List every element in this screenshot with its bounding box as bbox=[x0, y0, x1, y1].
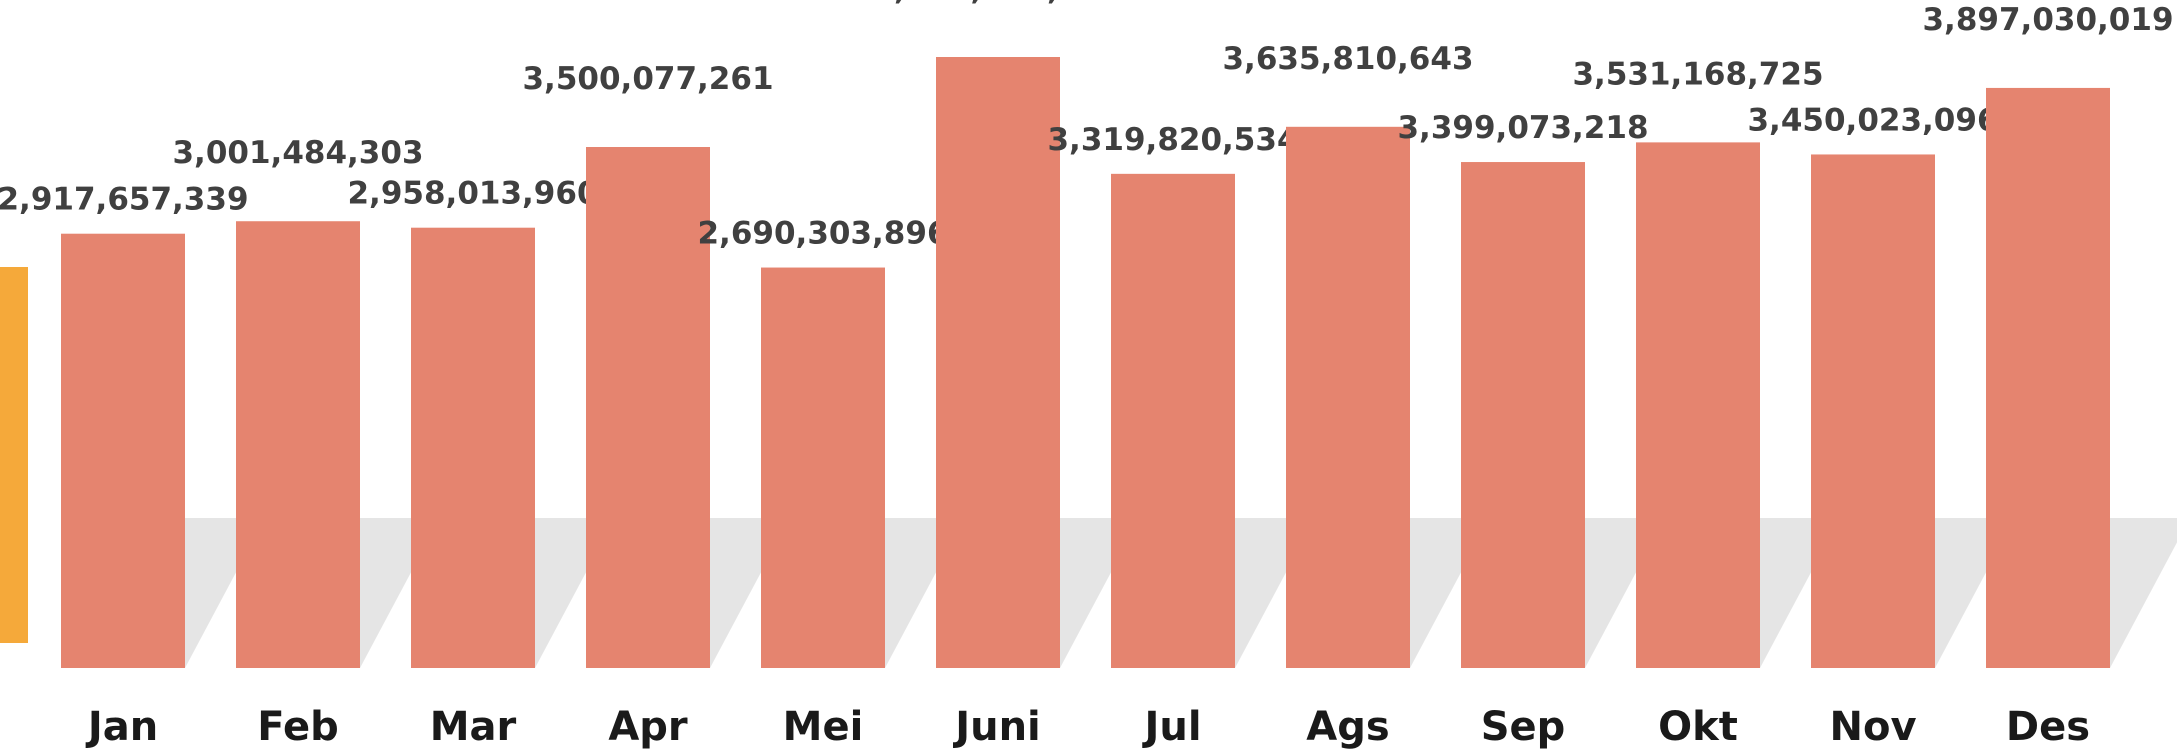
x-tick-label: Ags bbox=[1306, 704, 1389, 750]
value-label: 3,531,168,725 bbox=[1572, 56, 1823, 92]
bar bbox=[411, 227, 535, 668]
x-tick-label: Des bbox=[2006, 704, 2090, 750]
value-label: 3,319,820,534 bbox=[1047, 122, 1298, 158]
bar bbox=[936, 57, 1060, 668]
bar bbox=[1811, 154, 1935, 668]
x-tick-label: Sep bbox=[1481, 704, 1566, 750]
x-tick-label: Mei bbox=[783, 704, 864, 750]
x-tick-label: Apr bbox=[608, 704, 688, 750]
value-label: 3,897,030,019 bbox=[1922, 2, 2173, 38]
value-label: 2,917,657,339 bbox=[0, 182, 249, 218]
value-label: 3,500,077,261 bbox=[522, 61, 773, 97]
bar bbox=[1636, 142, 1760, 668]
bar bbox=[1111, 173, 1235, 669]
x-tick-label: Jan bbox=[85, 704, 158, 750]
bar bbox=[61, 233, 185, 668]
x-tick-label: Jul bbox=[1141, 704, 1201, 750]
x-tick-label: Okt bbox=[1658, 704, 1738, 750]
bar bbox=[1986, 87, 2110, 669]
bar bbox=[236, 221, 360, 669]
x-tick-label: Feb bbox=[257, 704, 338, 750]
value-label: 4,104,766,718 bbox=[872, 0, 1123, 7]
value-label: 2,690,303,896 bbox=[697, 216, 948, 252]
x-tick-label: Juni bbox=[952, 704, 1041, 750]
value-label: 3,399,073,218 bbox=[1397, 110, 1648, 146]
bar bbox=[761, 267, 885, 668]
bar bbox=[1461, 162, 1585, 669]
x-tick-label: Mar bbox=[430, 704, 517, 750]
value-label: 3,001,484,303 bbox=[172, 135, 423, 171]
side-accent bbox=[0, 267, 28, 643]
value-label: 3,635,810,643 bbox=[1222, 41, 1473, 77]
bar bbox=[586, 147, 710, 668]
x-tick-label: Nov bbox=[1829, 704, 1916, 750]
value-label: 2,958,013,960 bbox=[347, 176, 598, 212]
value-label: 3,450,023,096 bbox=[1747, 102, 1998, 138]
bar bbox=[1286, 126, 1410, 668]
